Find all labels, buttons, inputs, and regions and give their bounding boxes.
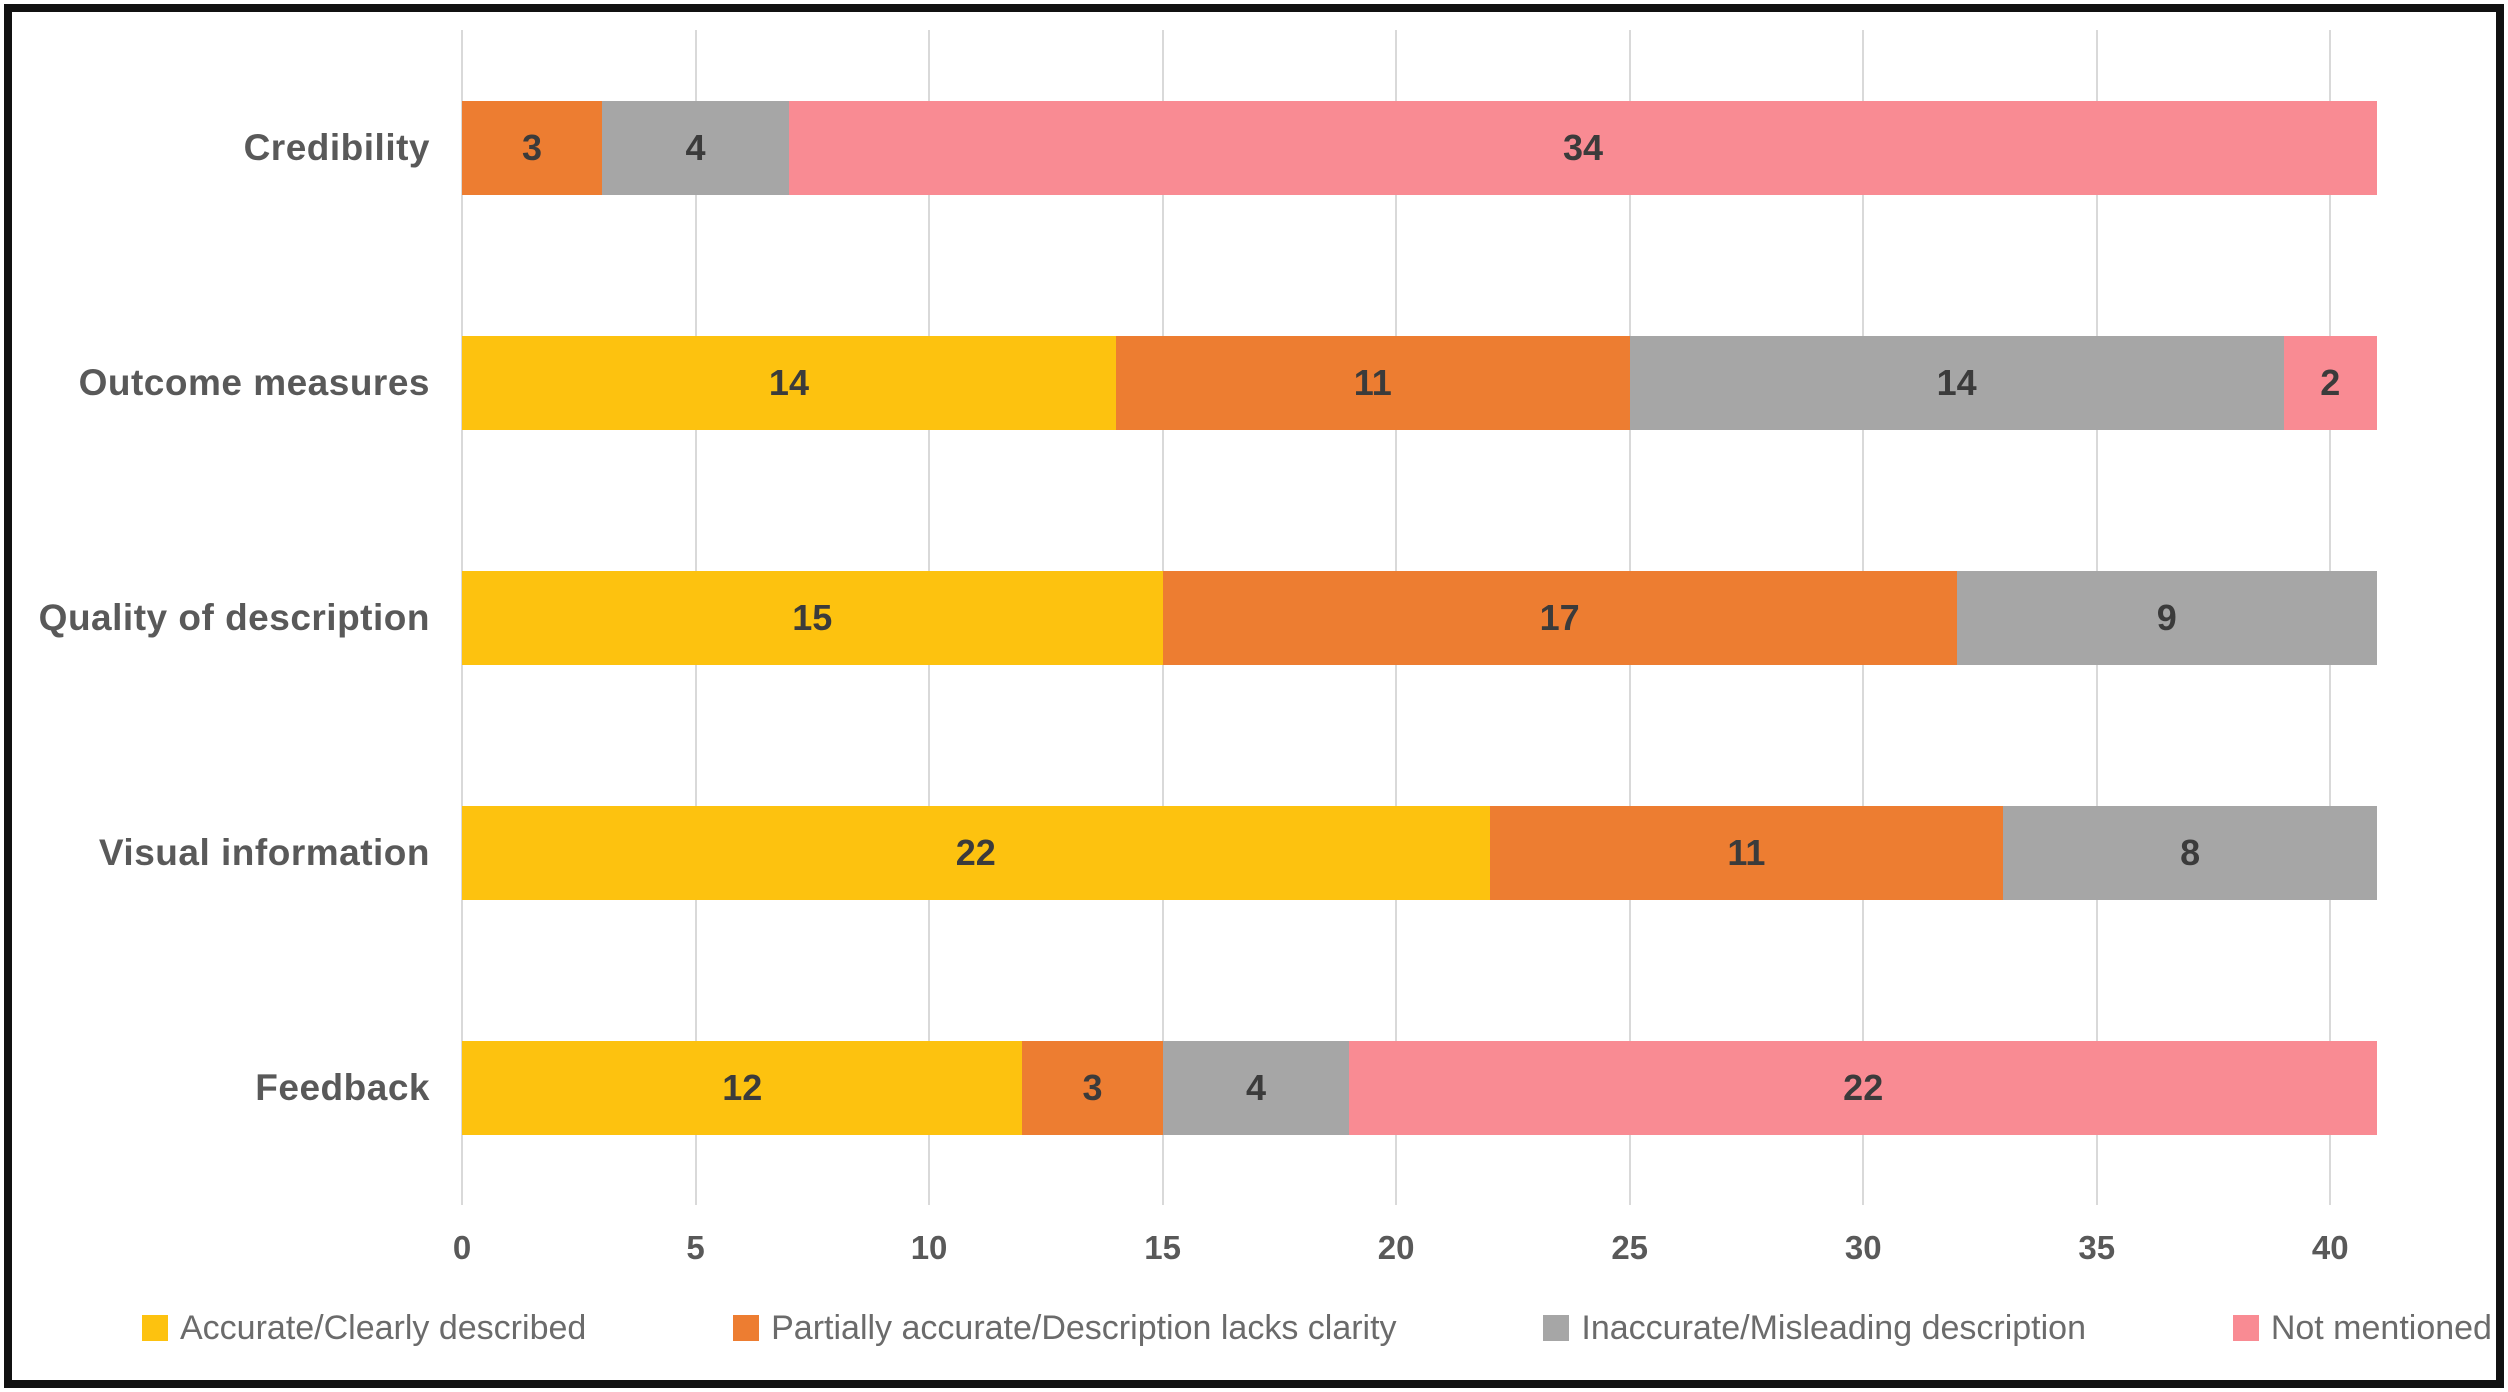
x-tick-label: 40 xyxy=(2311,1229,2349,1266)
bar-row: Feedback 12 3 4 22 xyxy=(255,970,2377,1205)
bar-segment: 12 xyxy=(462,1040,1023,1135)
bar-row: Quality of description 15 17 9 xyxy=(39,500,2377,735)
bar-value-label: 34 xyxy=(1562,126,1603,168)
bar-segment: 22 xyxy=(462,805,1490,900)
bar-segment: 9 xyxy=(1956,570,2377,665)
bar-value-label: 17 xyxy=(1539,596,1580,638)
bar-track: 14 11 14 2 xyxy=(462,335,2377,430)
bar-value-label: 15 xyxy=(792,596,833,638)
bar-value-label: 8 xyxy=(2180,831,2201,873)
bar-segment: 22 xyxy=(1349,1040,2377,1135)
category-label: Credibility xyxy=(243,126,430,168)
bar-segment: 17 xyxy=(1162,570,1957,665)
bar-segment: 11 xyxy=(1115,335,1630,430)
bar-value-label: 12 xyxy=(722,1066,763,1108)
bar-value-label: 4 xyxy=(1245,1066,1267,1108)
bar-value-label: 14 xyxy=(768,361,809,403)
x-tick-label: 25 xyxy=(1611,1229,1649,1266)
bar-value-label: 14 xyxy=(1936,361,1977,403)
bar-row: Visual information 22 11 8 xyxy=(99,735,2377,970)
legend: Accurate/Clearly described Partially accu… xyxy=(142,1296,2492,1360)
legend-label: Not mentioned xyxy=(2270,1308,2492,1347)
bar-segment: 3 xyxy=(1022,1040,1163,1135)
bar-value-label: 22 xyxy=(955,831,996,873)
category-label: Visual information xyxy=(98,831,430,873)
bar-value-label: 22 xyxy=(1843,1066,1884,1108)
bar-value-label: 11 xyxy=(1353,361,1392,403)
bar-track: 3 4 34 xyxy=(462,100,2377,195)
legend-item: Accurate/Clearly described xyxy=(142,1309,586,1348)
bar-value-label: 9 xyxy=(2156,596,2177,638)
bar-rows: Credibility 3 4 34 Outcome measures 14 11 14 2 Qu… xyxy=(39,30,2377,1205)
bar-segment: 34 xyxy=(788,100,2377,195)
legend-item: Not mentioned xyxy=(2232,1308,2492,1348)
bar-value-label: 2 xyxy=(2320,361,2341,403)
legend-swatch-icon xyxy=(142,1315,168,1341)
x-tick-label: 5 xyxy=(686,1229,705,1266)
bar-segment: 14 xyxy=(462,335,1116,430)
legend-label: Partially accurate/Description lacks cla… xyxy=(771,1308,1397,1347)
x-tick-label: 0 xyxy=(452,1229,472,1266)
x-axis: 0 5 10 15 20 25 30 35 40 xyxy=(453,1205,2377,1285)
bar-segment: 14 xyxy=(1629,335,2284,430)
bar-segment: 8 xyxy=(2003,805,2377,900)
category-label: Feedback xyxy=(255,1066,430,1108)
legend-label: Inaccurate/Misleading description xyxy=(1581,1308,2086,1347)
bar-track: 12 3 4 22 xyxy=(462,1040,2377,1135)
legend-item: Inaccurate/Misleading description xyxy=(1543,1309,2086,1348)
bar-row: Credibility 3 4 34 xyxy=(244,30,2377,265)
bar-segment: 2 xyxy=(2283,335,2377,430)
bar-value-label: 3 xyxy=(1082,1066,1103,1108)
legend-swatch-icon xyxy=(733,1315,760,1341)
bar-value-label: 4 xyxy=(685,126,706,168)
bar-track: 15 17 9 xyxy=(462,570,2377,665)
bar-segment: 3 xyxy=(462,100,603,195)
category-label: Outcome measures xyxy=(78,361,430,403)
bar-track: 22 11 8 xyxy=(462,805,2377,900)
bar-value-label: 3 xyxy=(522,126,543,168)
bar-segment: 4 xyxy=(602,100,789,195)
x-tick-label: 15 xyxy=(1144,1229,1181,1266)
bar-value-label: 11 xyxy=(1727,831,1766,873)
plot-area: Credibility 3 4 34 Outcome measures 14 11 14 2 Qu… xyxy=(39,30,2377,1266)
bar-segment: 4 xyxy=(1162,1040,1350,1135)
x-tick-label: 20 xyxy=(1377,1229,1415,1266)
x-tick-label: 30 xyxy=(1844,1229,1882,1266)
bar-segment: 15 xyxy=(462,570,1163,665)
x-tick-label: 35 xyxy=(2078,1229,2116,1266)
legend-item: Partially accurate/Description lacks cla… xyxy=(733,1308,1397,1348)
legend-label: Accurate/Clearly described xyxy=(180,1308,587,1347)
legend-swatch-icon xyxy=(1543,1315,1570,1341)
bar-row: Outcome measures 14 11 14 2 xyxy=(79,265,2377,500)
legend-swatch-icon xyxy=(2232,1315,2259,1341)
category-label: Quality of description xyxy=(38,596,430,638)
x-tick-label: 10 xyxy=(910,1229,948,1266)
bar-segment: 11 xyxy=(1489,805,2004,900)
